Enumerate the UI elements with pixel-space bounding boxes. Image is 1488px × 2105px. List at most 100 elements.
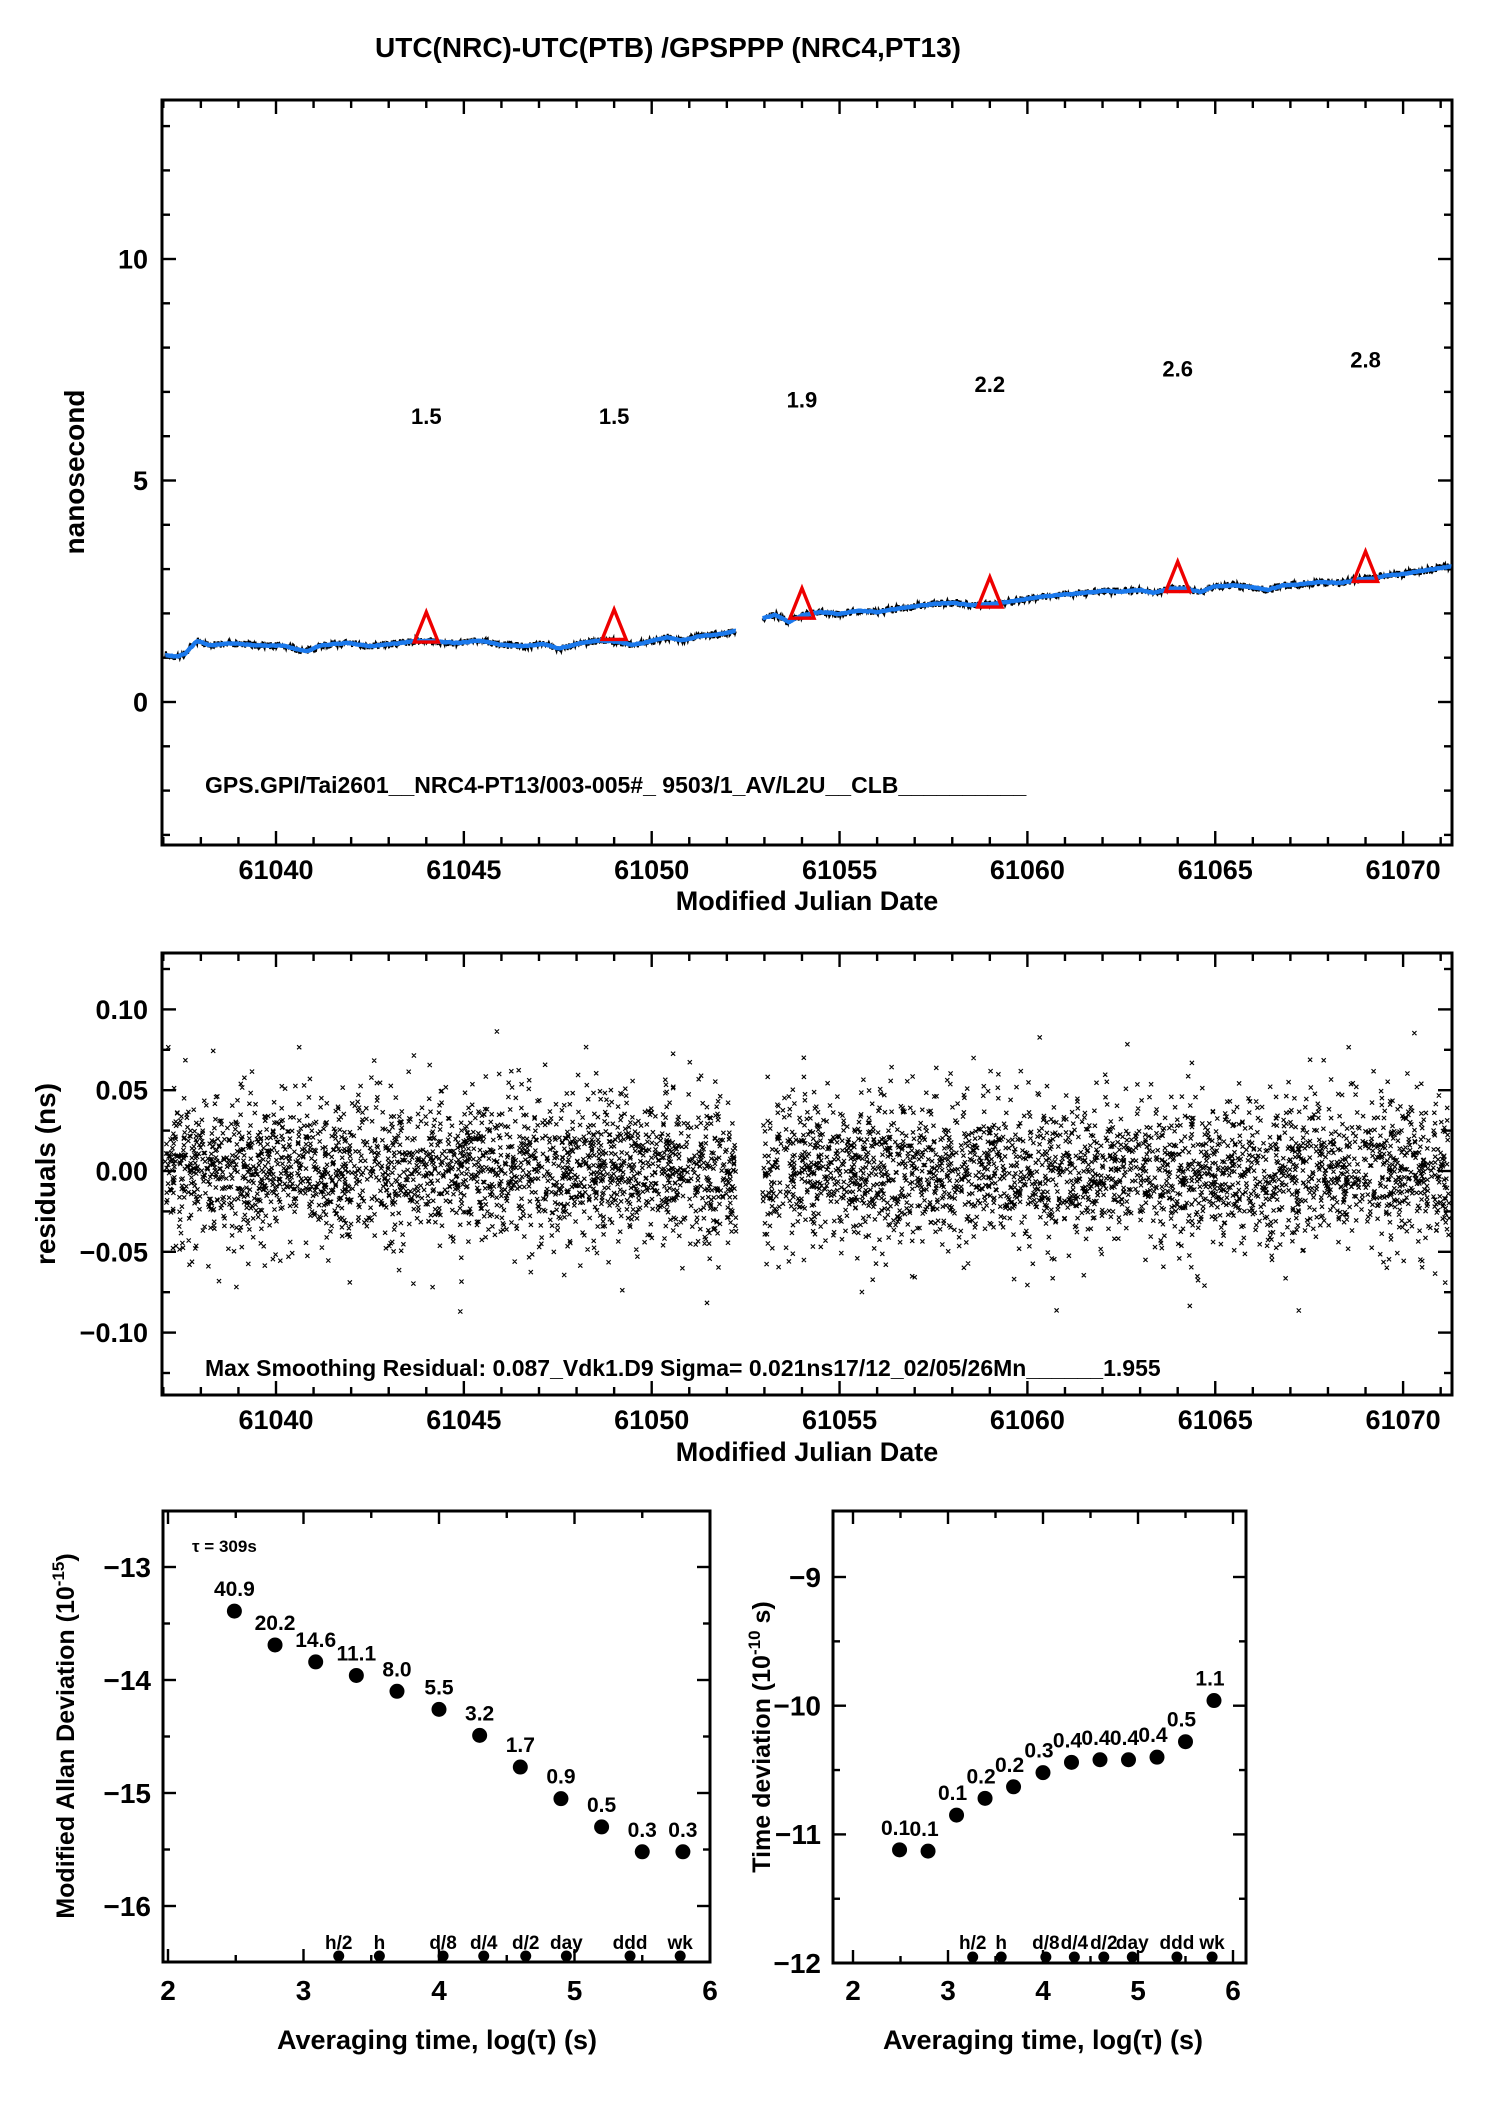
residuals-x-axis-label: Modified Julian Date <box>676 1437 939 1467</box>
data-point <box>1064 1754 1079 1770</box>
y-tick-label: 0.00 <box>95 1156 148 1186</box>
triangle-marker <box>411 607 441 644</box>
marker-value-label: 2.8 <box>1350 348 1381 373</box>
marker-value-label: 1.5 <box>411 404 442 429</box>
duration-label: d/8 <box>429 1933 456 1954</box>
point-value-label: 14.6 <box>295 1629 336 1652</box>
triangle-marker <box>1163 557 1193 594</box>
phase-x-axis-label: Modified Julian Date <box>676 886 939 916</box>
data-point <box>472 1727 488 1743</box>
point-value-label: 40.9 <box>214 1578 255 1601</box>
x-tick-label: 6 <box>1225 1975 1241 2006</box>
tau-annotation: τ = 309s <box>192 1537 257 1556</box>
x-tick-label: 6 <box>702 1975 718 2006</box>
residuals-annotation: Max Smoothing Residual: 0.087_Vdk1.D9 Si… <box>205 1355 1161 1381</box>
point-value-label: 0.4 <box>1081 1727 1111 1750</box>
x-tick-label: 61060 <box>990 1405 1065 1435</box>
point-value-label: 0.4 <box>1138 1724 1168 1747</box>
duration-label: wk <box>1198 1933 1225 1954</box>
point-value-label: 0.3 <box>628 1819 657 1842</box>
duration-dot <box>560 1950 572 1962</box>
duration-dot <box>520 1950 532 1962</box>
x-tick-label: 5 <box>1130 1975 1146 2006</box>
y-tick-label: −16 <box>104 1891 152 1922</box>
x-tick-label: 4 <box>1035 1975 1051 2006</box>
point-value-label: 11.1 <box>336 1642 376 1665</box>
x-tick-label: 61060 <box>990 855 1065 885</box>
residuals-panel: 61040 61045 61050 61055 61060 61065 61070 −0.10… <box>80 951 1454 1435</box>
y-tick-label: 10 <box>118 244 148 274</box>
point-value-label: 1.1 <box>1195 1668 1225 1691</box>
duration-dot <box>674 1950 686 1962</box>
y-tick-label: −12 <box>774 1948 822 1979</box>
point-value-label: 0.1 <box>909 1818 939 1841</box>
point-value-label: 3.2 <box>465 1702 494 1725</box>
phase-panel: 61040 61045 61050 61055 61060 61065 61070 0 5 10 1… <box>118 98 1454 885</box>
y-tick-label: −14 <box>104 1665 152 1696</box>
point-value-label: 0.2 <box>966 1765 995 1788</box>
figure-title: UTC(NRC)-UTC(PTB) /GPSPPP (NRC4,PT13) <box>375 32 961 63</box>
panel-border <box>831 1509 1248 1965</box>
point-value-label: 1.7 <box>506 1734 535 1757</box>
data-point <box>267 1637 283 1653</box>
data-point <box>512 1759 528 1775</box>
point-value-label: 0.5 <box>1167 1709 1197 1732</box>
data-point <box>920 1843 936 1859</box>
x-tick-label: 61065 <box>1178 855 1253 885</box>
triangle-marker <box>1351 546 1381 584</box>
point-value-label: 5.5 <box>424 1676 454 1699</box>
x-tick-label: 2 <box>160 1975 176 2006</box>
x-tick-label: 61040 <box>238 1405 313 1435</box>
data-point <box>308 1654 324 1670</box>
point-value-label: 8.0 <box>382 1658 411 1681</box>
x-tick-label: 61070 <box>1366 1405 1441 1435</box>
x-tick-label: 3 <box>296 1975 312 2006</box>
mdev-x-axis-label: Averaging time, log(τ) (s) <box>277 2025 597 2055</box>
x-tick-label: 61045 <box>426 1405 501 1435</box>
triangle-marker <box>975 572 1005 609</box>
x-tick-label: 61045 <box>426 855 501 885</box>
triangle-marker <box>787 583 817 620</box>
duration-dot <box>1126 1951 1138 1963</box>
x-tick-label: 61040 <box>238 855 313 885</box>
y-tick-label: 0.10 <box>95 995 148 1025</box>
duration-dot <box>1171 1951 1183 1963</box>
duration-dot <box>478 1950 490 1962</box>
data-point <box>1206 1693 1222 1709</box>
duration-dot <box>1040 1951 1052 1963</box>
phase-annotation: GPS.GPI/Tai2601__NRC4-PT13/003-005#_ 950… <box>205 772 1026 798</box>
duration-label: d/2 <box>1090 1933 1117 1954</box>
y-tick-label: 0 <box>133 687 148 717</box>
data-point <box>348 1667 364 1683</box>
data-point <box>675 1844 691 1860</box>
marker-value-label: 2.2 <box>975 372 1006 397</box>
duration-dot <box>333 1950 345 1962</box>
y-tick-label: −15 <box>104 1778 152 1809</box>
duration-label: h/2 <box>325 1933 352 1954</box>
data-point <box>1149 1749 1165 1765</box>
y-tick-label: −0.10 <box>80 1318 148 1348</box>
scatter-points <box>162 1029 1452 1314</box>
point-value-label: 0.3 <box>1024 1740 1053 1763</box>
tdev-y-axis-label: Time deviation (10-10 s) <box>745 1601 776 1872</box>
point-value-label: 0.3 <box>668 1819 697 1842</box>
duration-label: day <box>550 1933 583 1954</box>
marker-value-label: 2.6 <box>1162 356 1193 381</box>
data-point <box>949 1807 965 1823</box>
data-line-blue <box>761 564 1453 625</box>
duration-dot <box>373 1950 385 1962</box>
data-point <box>389 1683 405 1699</box>
duration-label: h <box>374 1933 386 1954</box>
y-tick-label: −9 <box>789 1562 821 1593</box>
data-point <box>594 1819 610 1835</box>
x-tick-label: 61050 <box>614 855 689 885</box>
data-point <box>977 1790 993 1806</box>
point-value-label: 0.2 <box>995 1754 1024 1777</box>
duration-label: d/4 <box>470 1933 498 1954</box>
x-tick-label: 4 <box>431 1975 447 2006</box>
panel-border <box>160 98 1454 847</box>
y-tick-label: 5 <box>133 466 148 496</box>
x-tick-label: 61065 <box>1178 1405 1253 1435</box>
x-tick-label: 61050 <box>614 1405 689 1435</box>
